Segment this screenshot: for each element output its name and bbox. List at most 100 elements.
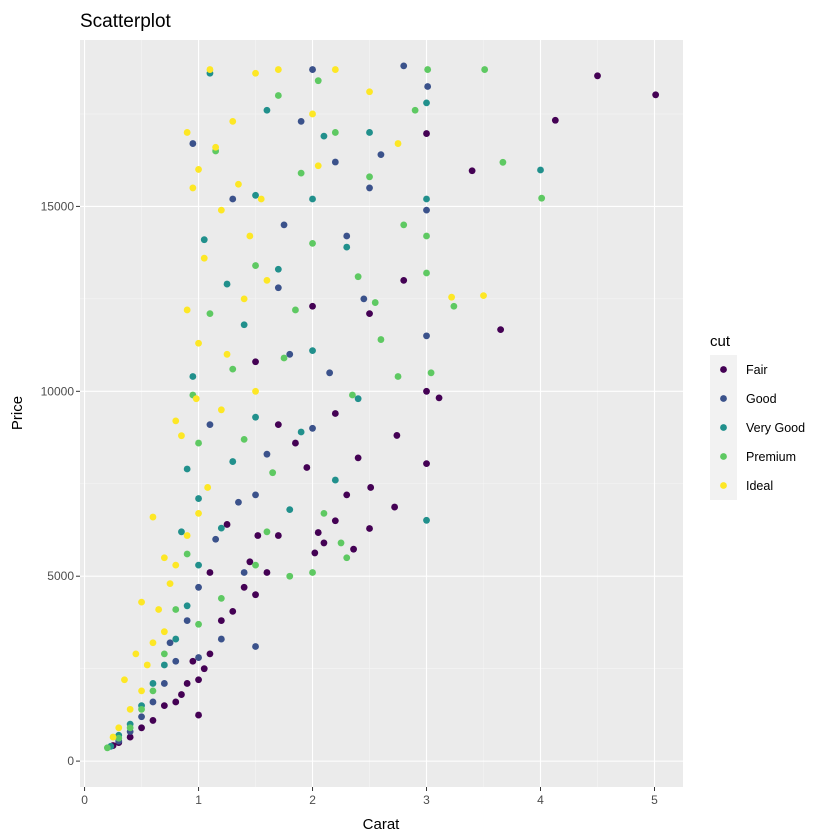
data-point <box>320 509 328 517</box>
data-point <box>423 130 430 137</box>
data-point <box>652 91 660 99</box>
data-point <box>309 239 316 247</box>
data-point <box>189 184 197 192</box>
data-point <box>149 513 157 521</box>
data-point <box>274 284 282 292</box>
data-point <box>149 680 157 687</box>
data-point <box>252 69 259 77</box>
data-point <box>206 569 214 576</box>
data-point <box>252 387 259 395</box>
data-point <box>343 554 351 562</box>
data-point <box>143 661 151 669</box>
data-point <box>229 195 237 203</box>
data-point <box>400 221 408 229</box>
data-point <box>229 365 237 373</box>
legend: cut Fair Good Very Good Premium Ideal <box>710 333 805 500</box>
data-point <box>172 635 180 643</box>
data-point <box>280 354 288 362</box>
data-point <box>448 293 456 301</box>
data-point <box>160 702 168 710</box>
data-point <box>160 628 168 636</box>
data-point <box>200 665 208 673</box>
data-point <box>195 654 202 661</box>
data-point <box>331 66 339 73</box>
data-point <box>309 302 316 310</box>
data-point <box>274 421 282 428</box>
data-point <box>337 539 345 547</box>
data-point <box>274 532 282 539</box>
data-point <box>229 117 237 125</box>
x-tick-label: 4 <box>537 793 544 807</box>
data-point <box>195 339 202 347</box>
data-point <box>394 140 402 147</box>
data-point <box>331 517 339 525</box>
data-point <box>206 66 214 73</box>
data-point <box>331 476 339 484</box>
data-point <box>240 569 248 576</box>
minor-gridlines <box>80 40 683 787</box>
legend-label: Premium <box>746 450 796 464</box>
data-point <box>252 643 259 650</box>
data-point <box>172 606 180 613</box>
y-tick-label: 5000 <box>47 569 74 583</box>
data-point <box>204 484 212 491</box>
data-point <box>423 460 430 468</box>
x-tick-label: 2 <box>309 793 316 807</box>
data-point <box>424 83 432 90</box>
data-point <box>160 554 168 562</box>
x-tick-label: 5 <box>651 793 658 807</box>
data-point <box>257 195 265 203</box>
data-point <box>468 167 476 175</box>
data-point <box>252 358 259 366</box>
data-point <box>160 680 168 687</box>
data-point <box>400 276 408 284</box>
data-point <box>183 532 191 539</box>
data-point <box>183 602 191 610</box>
data-point <box>349 391 356 399</box>
data-point <box>423 99 430 107</box>
data-point <box>195 561 202 569</box>
plot-panel <box>80 40 683 787</box>
data-point <box>212 143 220 151</box>
x-tick-label: 1 <box>195 793 202 807</box>
data-point <box>126 733 134 741</box>
data-point <box>366 173 373 181</box>
data-point <box>343 232 351 240</box>
y-axis-title: Price <box>9 396 26 430</box>
data-point <box>138 713 145 721</box>
data-point <box>423 232 430 240</box>
data-point <box>423 269 430 277</box>
y-axis: 0 5000 10000 15000 <box>41 199 80 768</box>
data-point <box>286 572 294 580</box>
data-point <box>189 657 197 665</box>
data-point <box>377 336 385 343</box>
data-point <box>138 687 145 695</box>
data-point <box>223 280 231 288</box>
data-point <box>254 532 262 539</box>
data-point <box>200 254 208 262</box>
data-point <box>149 698 157 706</box>
legend-marker <box>720 395 727 402</box>
data-point <box>138 705 145 713</box>
data-point <box>192 395 200 403</box>
data-point <box>126 724 134 732</box>
data-point <box>366 129 373 136</box>
data-point <box>246 232 254 240</box>
data-point <box>354 273 362 281</box>
data-point <box>394 373 402 380</box>
data-point <box>217 524 225 532</box>
data-point <box>263 106 271 114</box>
legend-marker <box>720 424 727 431</box>
major-gridlines <box>80 40 683 787</box>
data-point <box>499 158 507 166</box>
data-point <box>354 454 362 462</box>
data-point <box>115 734 123 742</box>
x-axis-title: Carat <box>363 816 401 833</box>
data-point <box>240 435 248 443</box>
data-point <box>297 169 305 177</box>
data-point <box>200 236 208 244</box>
data-point <box>223 521 231 528</box>
data-point <box>235 498 242 506</box>
data-point <box>367 484 375 491</box>
data-point <box>371 299 379 306</box>
